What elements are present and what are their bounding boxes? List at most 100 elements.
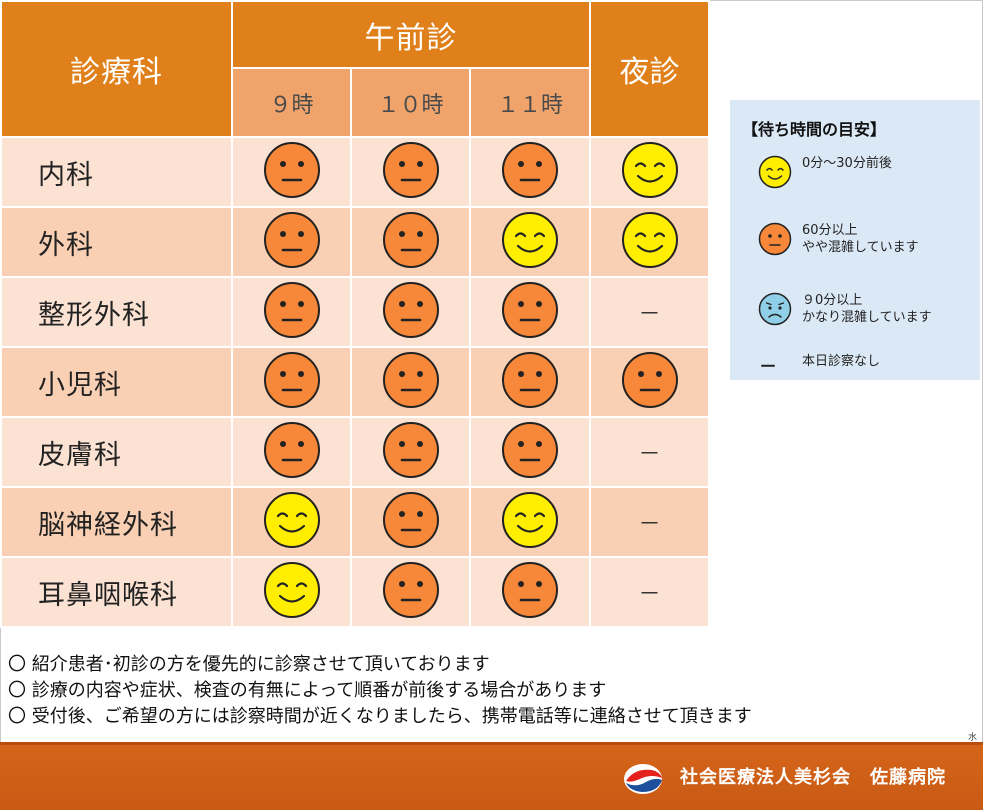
wait-cell bbox=[231, 416, 352, 488]
legend-line: かなり混雑しています bbox=[802, 310, 932, 325]
legend-item-short-wait: 0分～30分前後 bbox=[758, 155, 892, 193]
legend-item-no-clinic: ー 本日診察なし bbox=[758, 353, 880, 377]
wait-cell bbox=[350, 486, 471, 558]
hospital-logo-icon bbox=[622, 762, 664, 800]
no-clinic-mark: － bbox=[589, 276, 710, 348]
table-row: 小児科 bbox=[0, 346, 710, 418]
wait-cell bbox=[469, 136, 591, 208]
legend-item-medium-wait: 60分以上 やや混雑しています bbox=[758, 222, 919, 260]
neutral-face-icon bbox=[758, 222, 792, 260]
wait-cell bbox=[350, 206, 471, 278]
department-rows: 内科 外科 整形外科 － 小児科 皮膚科 － 脳神経外科 － 耳鼻咽喉科 － bbox=[0, 136, 710, 628]
wait-cell bbox=[469, 206, 591, 278]
neutral-face-icon bbox=[263, 421, 321, 483]
neutral-face-icon bbox=[621, 351, 679, 413]
wait-cell bbox=[469, 276, 591, 348]
wait-cell bbox=[350, 416, 471, 488]
table-row: 耳鼻咽喉科 － bbox=[0, 556, 710, 628]
wait-cell bbox=[231, 206, 352, 278]
wait-cell bbox=[231, 556, 352, 628]
legend-line: 0分～30分前後 bbox=[802, 156, 892, 171]
neutral-face-icon bbox=[382, 281, 440, 343]
wait-cell bbox=[350, 346, 471, 418]
no-clinic-mark: － bbox=[589, 486, 710, 558]
wait-cell bbox=[350, 556, 471, 628]
footer-bar bbox=[0, 742, 983, 810]
legend-title: 【待ち時間の目安】 bbox=[742, 120, 887, 139]
time-header-11: １１時 bbox=[469, 67, 591, 138]
neutral-face-icon bbox=[501, 141, 559, 203]
wait-cell bbox=[350, 276, 471, 348]
table-row: 外科 bbox=[0, 206, 710, 278]
wait-cell bbox=[469, 346, 591, 418]
smile-face-icon bbox=[263, 561, 321, 623]
wait-cell bbox=[589, 346, 710, 418]
legend-line: 60分以上 bbox=[802, 223, 858, 238]
department-name: 外科 bbox=[0, 206, 233, 278]
legend-line: ９0分以上 bbox=[802, 293, 863, 308]
neutral-face-icon bbox=[263, 141, 321, 203]
department-header: 診療科 bbox=[0, 0, 233, 138]
waiting-time-table: 診療科 午前診 夜診 ９時 １０時 １１時 内科 外科 整形外科－小児科 皮膚科－脳神… bbox=[0, 0, 710, 628]
time-header-9: ９時 bbox=[231, 67, 352, 138]
neutral-face-icon bbox=[501, 351, 559, 413]
neutral-face-icon bbox=[263, 211, 321, 273]
smile-face-icon bbox=[621, 141, 679, 203]
note-item: 〇 診療の内容や症状、検査の有無によって順番が前後する場合があります bbox=[8, 680, 607, 701]
dash-icon: ー bbox=[759, 357, 776, 376]
sad-face-icon bbox=[758, 292, 792, 330]
small-mark: 水 bbox=[968, 733, 978, 743]
table-row: 内科 bbox=[0, 136, 710, 208]
smile-face-icon bbox=[501, 491, 559, 553]
wait-cell bbox=[231, 486, 352, 558]
neutral-face-icon bbox=[501, 281, 559, 343]
wait-cell bbox=[231, 276, 352, 348]
smile-face-icon bbox=[621, 211, 679, 273]
footer-divider bbox=[0, 742, 983, 745]
table-row: 脳神経外科 － bbox=[0, 486, 710, 558]
neutral-face-icon bbox=[382, 491, 440, 553]
neutral-face-icon bbox=[382, 421, 440, 483]
wait-cell bbox=[589, 136, 710, 208]
wait-cell bbox=[231, 346, 352, 418]
night-session-header: 夜診 bbox=[589, 0, 710, 138]
organization-name: 社会医療法人美杉会 佐藤病院 bbox=[680, 767, 946, 788]
note-item: 〇 紹介患者･初診の方を優先的に診察させて頂いております bbox=[8, 654, 490, 675]
morning-session-header: 午前診 bbox=[231, 0, 591, 69]
neutral-face-icon bbox=[382, 561, 440, 623]
neutral-face-icon bbox=[501, 561, 559, 623]
wait-cell bbox=[469, 556, 591, 628]
legend-text-medium-wait: 60分以上 やや混雑しています bbox=[802, 222, 919, 256]
time-header-10: １０時 bbox=[350, 67, 471, 138]
smile-face-icon bbox=[758, 155, 792, 193]
note-item: 〇 受付後、ご希望の方には診察時間が近くなりましたら、携帯電話等に連絡させて頂き… bbox=[8, 706, 752, 727]
neutral-face-icon bbox=[263, 351, 321, 413]
department-name: 皮膚科 bbox=[0, 416, 233, 488]
neutral-face-icon bbox=[382, 211, 440, 273]
no-clinic-mark: － bbox=[589, 416, 710, 488]
wait-cell bbox=[231, 136, 352, 208]
notes: 〇 紹介患者･初診の方を優先的に診察させて頂いております 〇 診療の内容や症状、… bbox=[8, 652, 752, 730]
legend-panel: 【待ち時間の目安】 0分～30分前後 60分以上 やや混雑しています ９0分以上… bbox=[730, 100, 980, 380]
neutral-face-icon bbox=[382, 141, 440, 203]
department-name: 脳神経外科 bbox=[0, 486, 233, 558]
legend-text-no-clinic: 本日診察なし bbox=[802, 353, 880, 370]
department-name: 整形外科 bbox=[0, 276, 233, 348]
table-row: 整形外科 － bbox=[0, 276, 710, 348]
neutral-face-icon bbox=[382, 351, 440, 413]
wait-cell bbox=[589, 206, 710, 278]
no-clinic-mark: － bbox=[589, 556, 710, 628]
department-name: 小児科 bbox=[0, 346, 233, 418]
legend-text-long-wait: ９0分以上 かなり混雑しています bbox=[802, 292, 932, 326]
legend-text-short-wait: 0分～30分前後 bbox=[802, 155, 892, 172]
smile-face-icon bbox=[263, 491, 321, 553]
legend-line: やや混雑しています bbox=[802, 240, 919, 255]
smile-face-icon bbox=[501, 211, 559, 273]
neutral-face-icon bbox=[263, 281, 321, 343]
legend-line: 本日診察なし bbox=[802, 354, 881, 369]
wait-cell bbox=[469, 416, 591, 488]
wait-cell bbox=[469, 486, 591, 558]
department-name: 耳鼻咽喉科 bbox=[0, 556, 233, 628]
wait-cell bbox=[350, 136, 471, 208]
neutral-face-icon bbox=[501, 421, 559, 483]
